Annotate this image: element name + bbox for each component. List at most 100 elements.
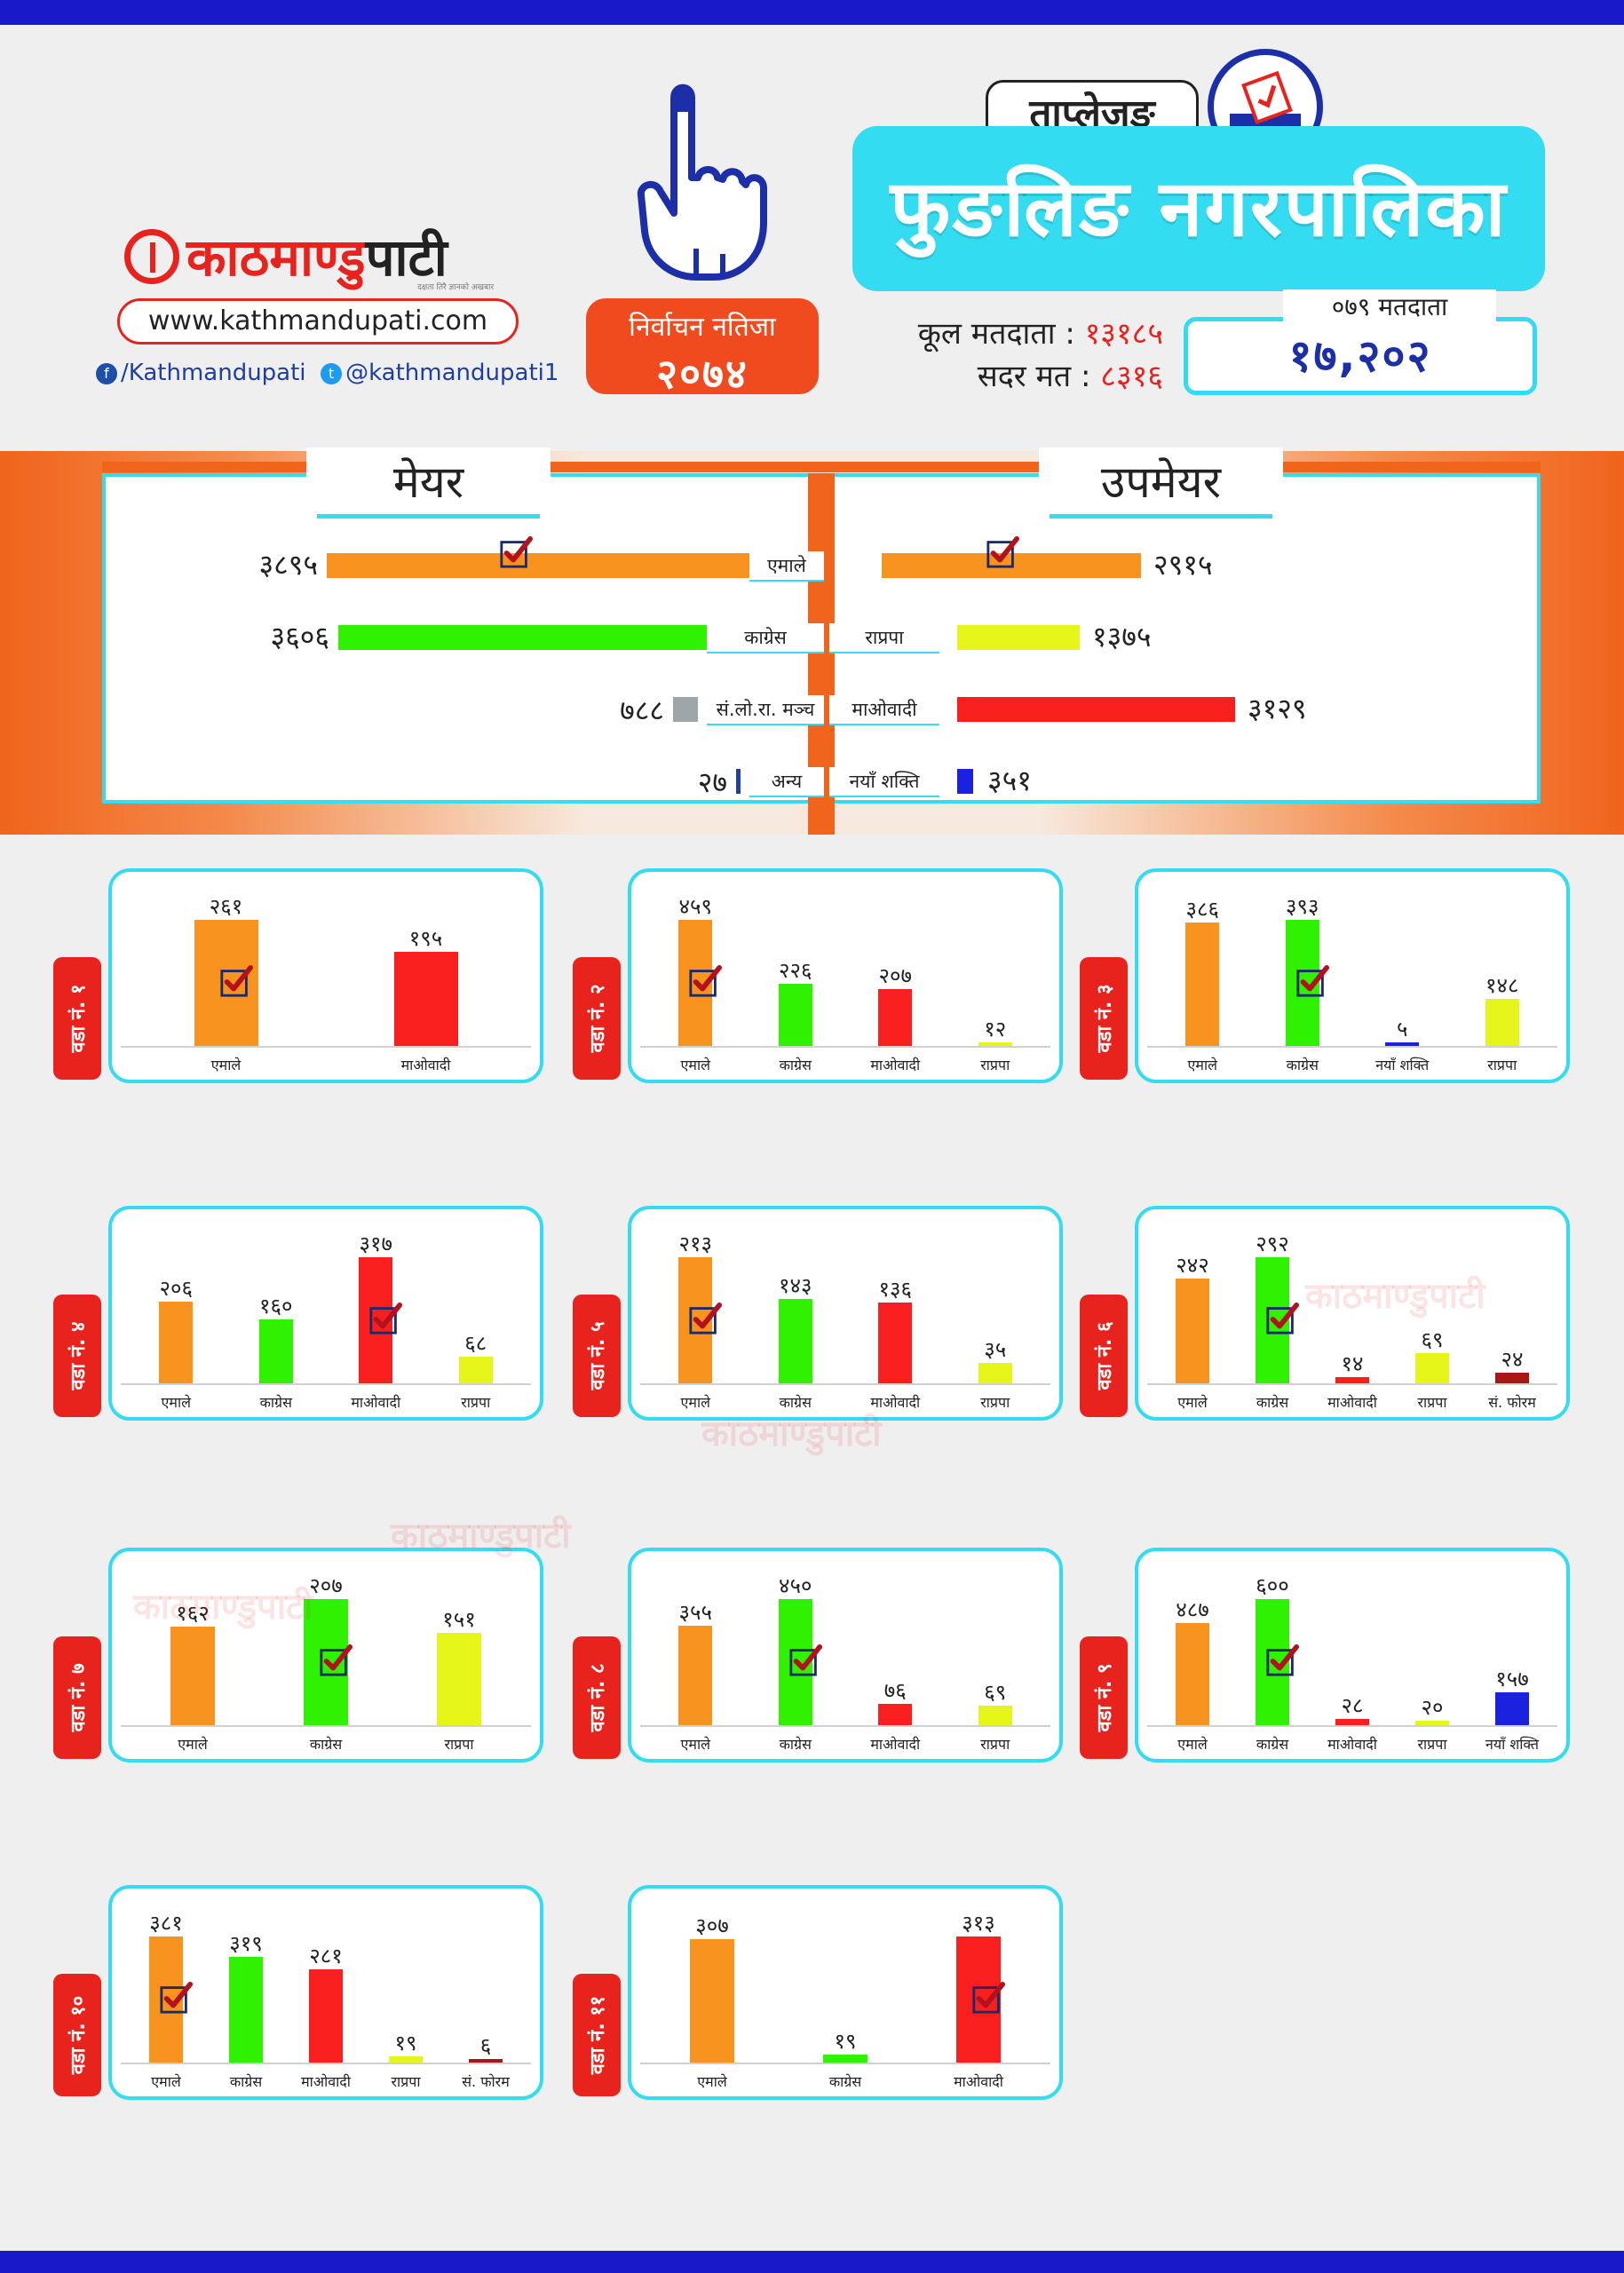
ward-1-value-label-2: १९५ <box>408 926 443 951</box>
ward-9-category-label-2: काग्रेस <box>1256 1736 1289 1753</box>
watermark-2: काठमाण्डुपाटी <box>701 1414 882 1454</box>
website-link[interactable]: www.kathmandupati.com <box>117 298 519 345</box>
mayor-2-party-label: सं.लो.रा. मञ्च <box>707 695 824 725</box>
ward-4-category-label-4: राप्रपा <box>461 1394 491 1411</box>
ward-4-value-label-2: १६० <box>259 1294 293 1319</box>
mayor-3-party-label: अन्य <box>749 767 824 797</box>
ward-10-category-label-5: सं. फोरम <box>462 2073 510 2090</box>
ward-3-category-label-2: काग्रेस <box>1286 1057 1319 1073</box>
ward-6-bar-1 <box>1176 1279 1209 1383</box>
deputy-1-value: १३७५ <box>1092 620 1152 653</box>
ward-10-label: वडा नं. १० <box>67 1995 90 2075</box>
twitter-handle[interactable]: @kathmandupati1 <box>345 360 559 386</box>
ward-8-value-label-3: ७६ <box>883 1678 907 1703</box>
result-year: २०७४ <box>656 350 749 398</box>
ward-3-category-label-3: नयाँ शक्ति <box>1375 1057 1430 1073</box>
ward-8-winner-check <box>789 1643 822 1676</box>
twitter-icon[interactable]: t <box>321 362 343 384</box>
election-result-badge: निर्वाचन नतिजा २०७४ <box>586 298 819 398</box>
ward-1-label: वडा नं. १ <box>67 984 90 1053</box>
ward-4-value-label-3: ३१७ <box>359 1232 392 1256</box>
vote-summary: कूल मतदाता : १३१८५ सदर मत : ८३१६ <box>852 313 1163 398</box>
deputy-title-underline <box>1050 514 1272 519</box>
facebook-handle[interactable]: /Kathmandupati <box>121 360 306 386</box>
deputy-2-value: ३१२९ <box>1248 692 1307 725</box>
ward-4-value-label-4: ६८ <box>464 1331 487 1356</box>
ward-6-label: वडा नं. ६ <box>1094 1321 1116 1390</box>
ward-5-baseline <box>640 1383 1050 1385</box>
ward-1-card <box>108 868 543 1083</box>
deputy-3-value: ३५१ <box>987 764 1032 797</box>
ward-3-bar-1 <box>1185 923 1219 1046</box>
ward-2-label: वडा नं. २ <box>587 984 609 1053</box>
ward-9-bar-4 <box>1415 1721 1449 1725</box>
mayor-0-party-label: एमाले <box>749 551 824 582</box>
ward-10-category-label-1: एमाले <box>151 2073 181 2090</box>
watermark-3: काठमाण्डुपाटी <box>391 1516 571 1556</box>
ward-7-category-label-1: एमाले <box>178 1736 208 1753</box>
ward-8-bar-1 <box>678 1626 712 1725</box>
logo-text-part2: पाटी <box>365 227 448 288</box>
facebook-icon[interactable]: f <box>96 362 117 384</box>
ward-11-category-label-3: माओवादी <box>954 2073 1003 2090</box>
ward-8-category-label-1: एमाले <box>680 1736 710 1753</box>
ward-10-value-label-3: २८१ <box>309 1944 343 1968</box>
mayor-1-party-label: काग्रेस <box>707 623 824 653</box>
ward-10-category-label-3: माओवादी <box>301 2073 351 2090</box>
ward-1-bar-2 <box>394 952 458 1046</box>
ward-10-bar-2 <box>229 1957 263 2063</box>
ward-9-value-label-2: ६०० <box>1256 1573 1289 1598</box>
ward-6-baseline <box>1147 1383 1557 1385</box>
ward-11-value-label-3: ३१३ <box>962 1911 995 1936</box>
ward-5-bar-2 <box>779 1299 812 1383</box>
voters-079-value: १७,२०२ <box>1184 317 1537 395</box>
ward-2-bar-3 <box>878 989 912 1046</box>
mayor-0-bar <box>327 553 757 578</box>
mayor-1-value: ३६०६ <box>270 620 329 653</box>
ward-11-tab: वडा नं. ११ <box>573 1974 621 2096</box>
ward-3-category-label-4: राप्रपा <box>1487 1057 1517 1073</box>
ward-6-value-label-4: ६९ <box>1421 1327 1444 1352</box>
ward-5-value-label-2: १४३ <box>779 1273 812 1298</box>
ward-10-baseline <box>121 2063 531 2064</box>
ward-11-winner-check <box>972 1981 1005 2014</box>
total-voters-row: कूल मतदाता : १३१८५ <box>852 313 1163 355</box>
ward-10-bar-4 <box>389 2056 423 2063</box>
ward-7-value-label-1: १६२ <box>176 1601 210 1626</box>
ward-10-value-label-2: ३१९ <box>229 1931 263 1956</box>
ward-5-category-label-3: माओवादी <box>870 1394 921 1411</box>
deputy-1-party-label: राप्रपा <box>829 623 939 653</box>
ward-6-bar-5 <box>1495 1373 1529 1383</box>
ward-3-value-label-3: ५ <box>1397 1017 1408 1041</box>
deputy-2-bar <box>957 697 1235 722</box>
ward-5-bar-3 <box>878 1303 912 1383</box>
ward-2-value-label-3: २०७ <box>878 963 912 988</box>
ward-8-category-label-4: राप्रपा <box>980 1736 1010 1753</box>
inked-finger-icon <box>637 83 767 281</box>
ward-9-label: वडा नं. ९ <box>1094 1663 1116 1732</box>
deputy-2-party-label: माओवादी <box>829 695 939 725</box>
mayor-title: मेयर <box>306 447 551 519</box>
ward-3-bar-4 <box>1485 999 1519 1046</box>
ward-5-category-label-1: एमाले <box>680 1394 710 1411</box>
ward-5-category-label-2: काग्रेस <box>779 1394 812 1411</box>
ward-5-label: वडा नं. ५ <box>587 1321 609 1390</box>
ward-8-bar-3 <box>878 1704 912 1725</box>
deputy-1-bar <box>957 625 1080 650</box>
ward-3-category-label-1: एमाले <box>1187 1057 1217 1073</box>
ward-4-bar-4 <box>459 1357 493 1383</box>
total-voters-label: कूल मतदाता : <box>917 316 1075 352</box>
ward-11-label: वडा नं. ११ <box>587 1995 609 2075</box>
ward-11-baseline <box>640 2063 1050 2064</box>
ward-8-value-label-1: ३५५ <box>678 1600 712 1625</box>
logo-tagline: दक्षता तिरै ज्ञानको अखबार <box>417 283 495 292</box>
ward-6-bar-4 <box>1415 1353 1449 1383</box>
kathmandupati-logo: काठमाण्डुपाटी दक्षता तिरै ज्ञानको अखबार <box>124 220 506 292</box>
ward-10-tab: वडा नं. १० <box>53 1974 101 2096</box>
mayor-3-bar <box>736 769 741 794</box>
mayor-0-value: ३८९५ <box>258 548 318 582</box>
mayor-2-value: ७८८ <box>620 693 664 727</box>
ward-4-value-label-1: २०६ <box>159 1276 193 1301</box>
ward-2-category-label-2: काग्रेस <box>779 1057 812 1073</box>
ward-9-bar-3 <box>1335 1719 1369 1725</box>
